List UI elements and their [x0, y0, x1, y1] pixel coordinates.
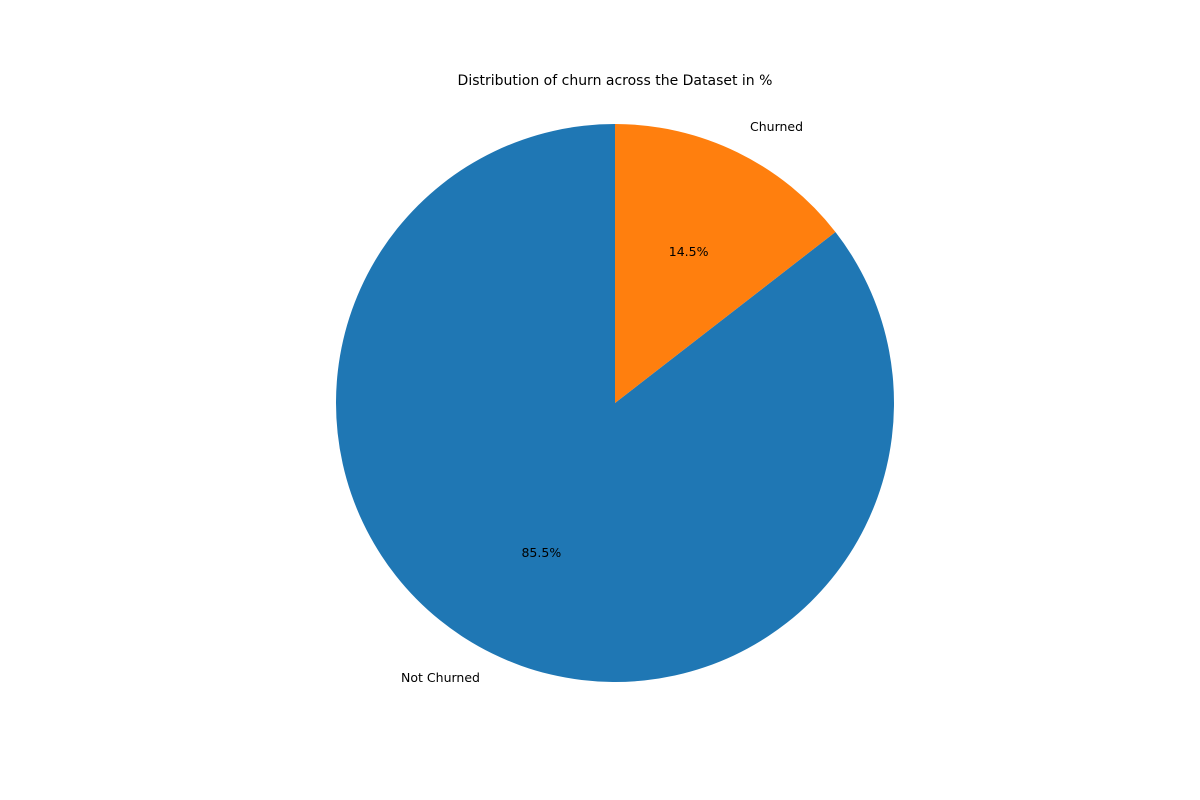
slice-label-churned: Churned [750, 119, 803, 134]
chart-title: Distribution of churn across the Dataset… [457, 73, 773, 89]
slice-percent-churned: 14.5% [669, 244, 709, 259]
slice-percent-not-churned: 85.5% [521, 545, 561, 560]
pie-slice-not-churned [336, 124, 895, 682]
slice-label-not-churned: Not Churned [401, 670, 480, 685]
pie-slice-churned [615, 123, 836, 403]
